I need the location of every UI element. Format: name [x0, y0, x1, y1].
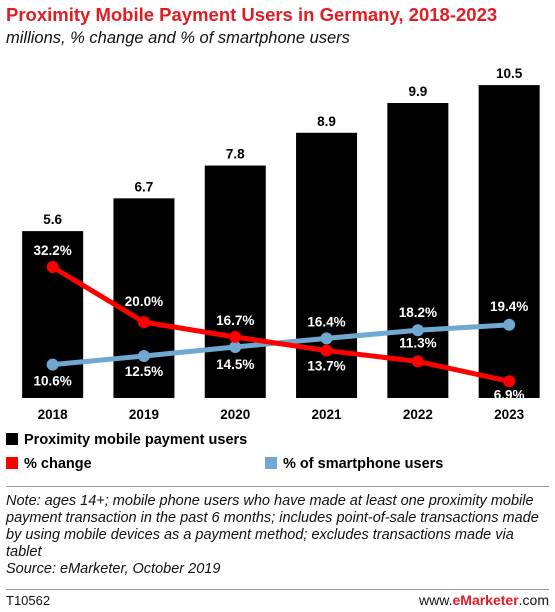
point-change-2022 — [411, 355, 424, 368]
divider-top — [6, 486, 549, 487]
bar-2023 — [478, 85, 540, 398]
smartphone-label-2021: 16.4% — [307, 314, 345, 329]
bar-label-2020: 7.8 — [226, 147, 245, 162]
point-smartphone-2019 — [137, 350, 150, 362]
legend-swatch-change — [6, 457, 18, 469]
bar-2022 — [387, 102, 449, 398]
change-label-2018: 32.2% — [34, 243, 72, 258]
bar-label-2021: 8.9 — [317, 114, 336, 129]
bar-label-2023: 10.5 — [496, 66, 523, 81]
change-label-2023: 6.9% — [494, 387, 525, 402]
x-tick-2020: 2020 — [220, 407, 250, 420]
line-percent-change — [50, 264, 512, 384]
chart-note: Note: ages 14+; mobile phone users who h… — [6, 493, 551, 578]
smartphone-label-2023: 19.4% — [490, 299, 528, 314]
chart-id: T10562 — [6, 593, 51, 608]
point-change-2021 — [320, 344, 333, 357]
chart-subtitle: millions, % change and % of smartphone u… — [6, 29, 350, 47]
change-label-2021: 13.7% — [307, 359, 345, 374]
smartphone-label-2019: 12.5% — [125, 364, 163, 379]
brand-name: eMarketer — [452, 592, 519, 608]
point-smartphone-2022 — [411, 324, 424, 337]
chart-title: Proximity Mobile Payment Users in German… — [6, 4, 498, 25]
divider-bottom — [6, 589, 549, 590]
smartphone-label-2018: 10.6% — [34, 374, 72, 389]
point-smartphone-2021 — [320, 332, 333, 345]
x-tick-2018: 2018 — [38, 407, 69, 420]
legend-item-change: % change — [6, 456, 92, 472]
point-smartphone-2020 — [229, 340, 242, 353]
legend-label-users: Proximity mobile payment users — [24, 432, 248, 448]
legend-label-change: % change — [24, 456, 92, 472]
x-tick-2023: 2023 — [494, 407, 525, 420]
legend-swatch-users — [6, 433, 18, 445]
x-tick-2021: 2021 — [312, 407, 343, 420]
point-change-2020 — [229, 331, 242, 344]
bar-label-2019: 6.7 — [135, 179, 154, 194]
change-label-2020: 16.7% — [216, 313, 254, 328]
smartphone-label-2020: 14.5% — [216, 357, 254, 372]
point-change-2018 — [46, 260, 59, 273]
legend-item-smartphone: % of smartphone users — [265, 456, 443, 472]
bar-label-2022: 9.9 — [408, 84, 427, 99]
change-label-2022: 11.3% — [399, 335, 437, 350]
source-text: Source: eMarketer, October 2019 — [6, 561, 221, 577]
bar-2019 — [113, 198, 175, 398]
brand-suffix: .com — [518, 592, 549, 608]
bar-2020 — [204, 165, 266, 398]
point-smartphone-2018 — [46, 358, 59, 371]
point-change-2023 — [503, 375, 516, 388]
x-tick-2022: 2022 — [403, 407, 433, 420]
brand-prefix: www. — [419, 592, 453, 608]
change-label-2019: 20.0% — [125, 294, 163, 309]
smartphone-label-2022: 18.2% — [399, 305, 437, 320]
legend-swatch-smartphone — [265, 457, 277, 469]
chart-plot: 5.6 6.7 7.8 8.9 9.9 10.5 32.2% 20.0% 16.7% 13.7% 1… — [22, 66, 540, 420]
legend-label-smartphone: % of smartphone users — [283, 456, 444, 472]
bar-label-2018: 5.6 — [43, 212, 62, 227]
note-text: Note: ages 14+; mobile phone users who h… — [6, 493, 539, 560]
point-smartphone-2023 — [503, 318, 516, 331]
x-tick-2019: 2019 — [129, 407, 159, 420]
point-change-2019 — [137, 316, 150, 329]
legend-item-users: Proximity mobile payment users — [6, 432, 247, 448]
brand-logo: www.eMarketer.com — [419, 592, 549, 608]
